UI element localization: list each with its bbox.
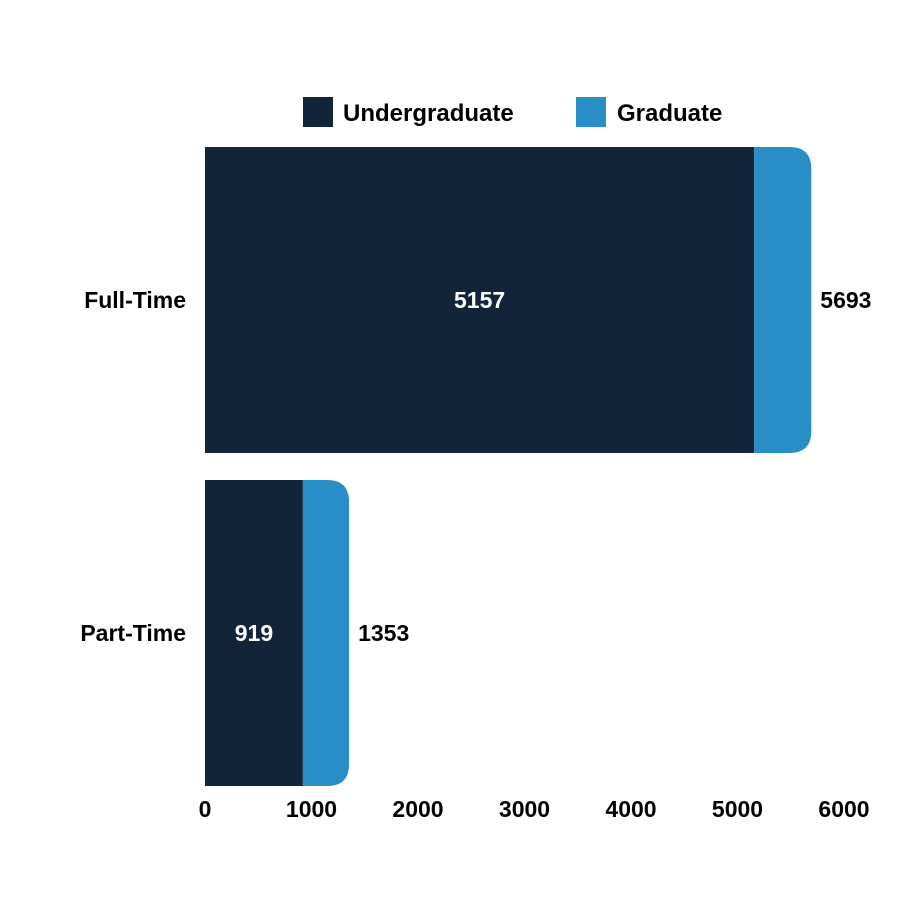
x-tick-label: 5000 xyxy=(712,796,763,822)
category-label-part-time: Part-Time xyxy=(80,620,186,646)
bar-undergraduate-full-time xyxy=(205,147,755,453)
category-label-full-time: Full-Time xyxy=(84,287,186,313)
legend-label-graduate: Graduate xyxy=(617,100,722,127)
category-labels: Full-Time Part-Time xyxy=(80,287,186,646)
bars: 5157 5693 919 1353 xyxy=(205,147,871,786)
legend-swatch-undergraduate xyxy=(303,97,333,127)
x-tick-label: 6000 xyxy=(818,796,869,822)
total-label-full-time: 5693 xyxy=(820,287,871,313)
bar-graduate-part-time xyxy=(302,480,350,786)
x-tick-label: 3000 xyxy=(499,796,550,822)
segment-label-full-time: 5157 xyxy=(454,287,505,313)
total-label-part-time: 1353 xyxy=(358,620,409,646)
x-tick-label: 4000 xyxy=(605,796,656,822)
x-tick-label: 2000 xyxy=(392,796,443,822)
x-tick-label: 1000 xyxy=(286,796,337,822)
x-tick-label: 0 xyxy=(199,796,212,822)
legend: Undergraduate Graduate xyxy=(303,97,722,127)
bar-graduate-full-time xyxy=(754,147,812,453)
segment-label-part-time: 919 xyxy=(235,620,273,646)
bar-undergraduate-part-time xyxy=(205,480,303,786)
x-axis: 0 1000 2000 3000 4000 5000 6000 xyxy=(199,796,870,822)
legend-label-undergraduate: Undergraduate xyxy=(343,100,514,127)
legend-swatch-graduate xyxy=(576,97,606,127)
